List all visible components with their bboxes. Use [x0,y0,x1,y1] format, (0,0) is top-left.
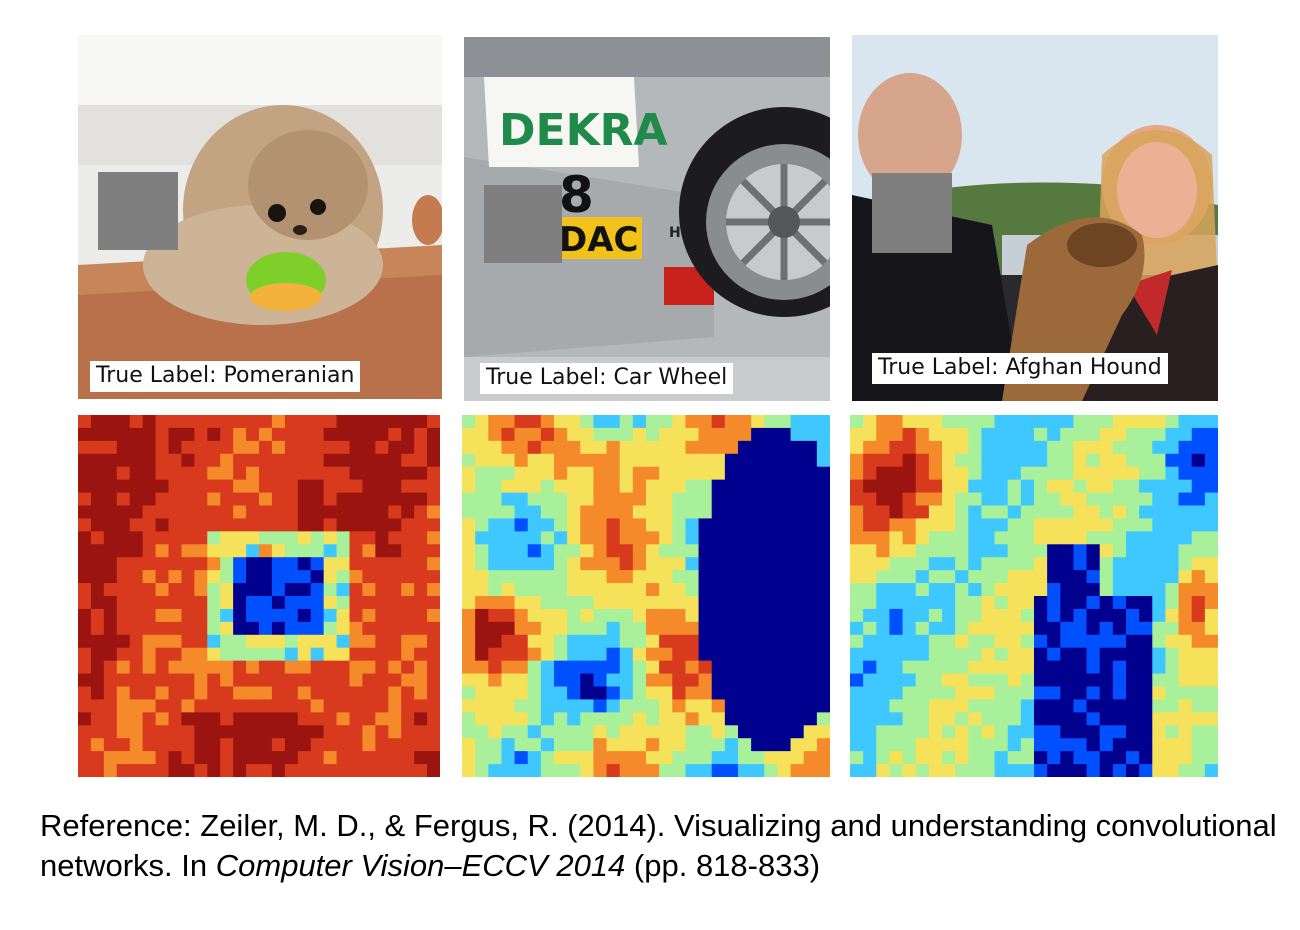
heatmap-afghan-hound [850,415,1218,777]
car-wheel-photo: DEKRA 8 DAC H&R True Label: Car Wheel [464,37,830,401]
heatmap-pomeranian [78,415,440,777]
occlusion-heatmap-car-wheel [462,415,830,777]
occluder-square [484,185,562,263]
heatmap-car-wheel [462,415,830,777]
true-label-pomeranian: True Label: Pomeranian [90,361,361,392]
reference-caption: Reference: Zeiler, M. D., & Fergus, R. (… [40,806,1280,886]
pomeranian-dog-photo-icon [78,35,442,399]
svg-text:8: 8 [559,166,594,224]
reference-text: Reference: Zeiler, M. D., & Fergus, R. (… [40,808,1277,883]
occluder-square [872,173,952,253]
reference-pages: (pp. 818-833) [625,848,821,883]
afghan-hound-photo: True Label: Afghan Hound [852,35,1218,401]
svg-text:DEKRA: DEKRA [499,105,668,156]
pomeranian-photo: True Label: Pomeranian [78,35,442,399]
occlusion-heatmap-pomeranian [78,415,440,777]
svg-text:DAC: DAC [559,220,639,260]
true-label-car-wheel: True Label: Car Wheel [480,363,734,394]
occlusion-heatmap-afghan-hound [850,415,1218,777]
true-label-afghan-hound: True Label: Afghan Hound [872,353,1168,384]
reference-venue: Computer Vision–ECCV 2014 [215,848,626,883]
occluder-square [98,172,178,250]
